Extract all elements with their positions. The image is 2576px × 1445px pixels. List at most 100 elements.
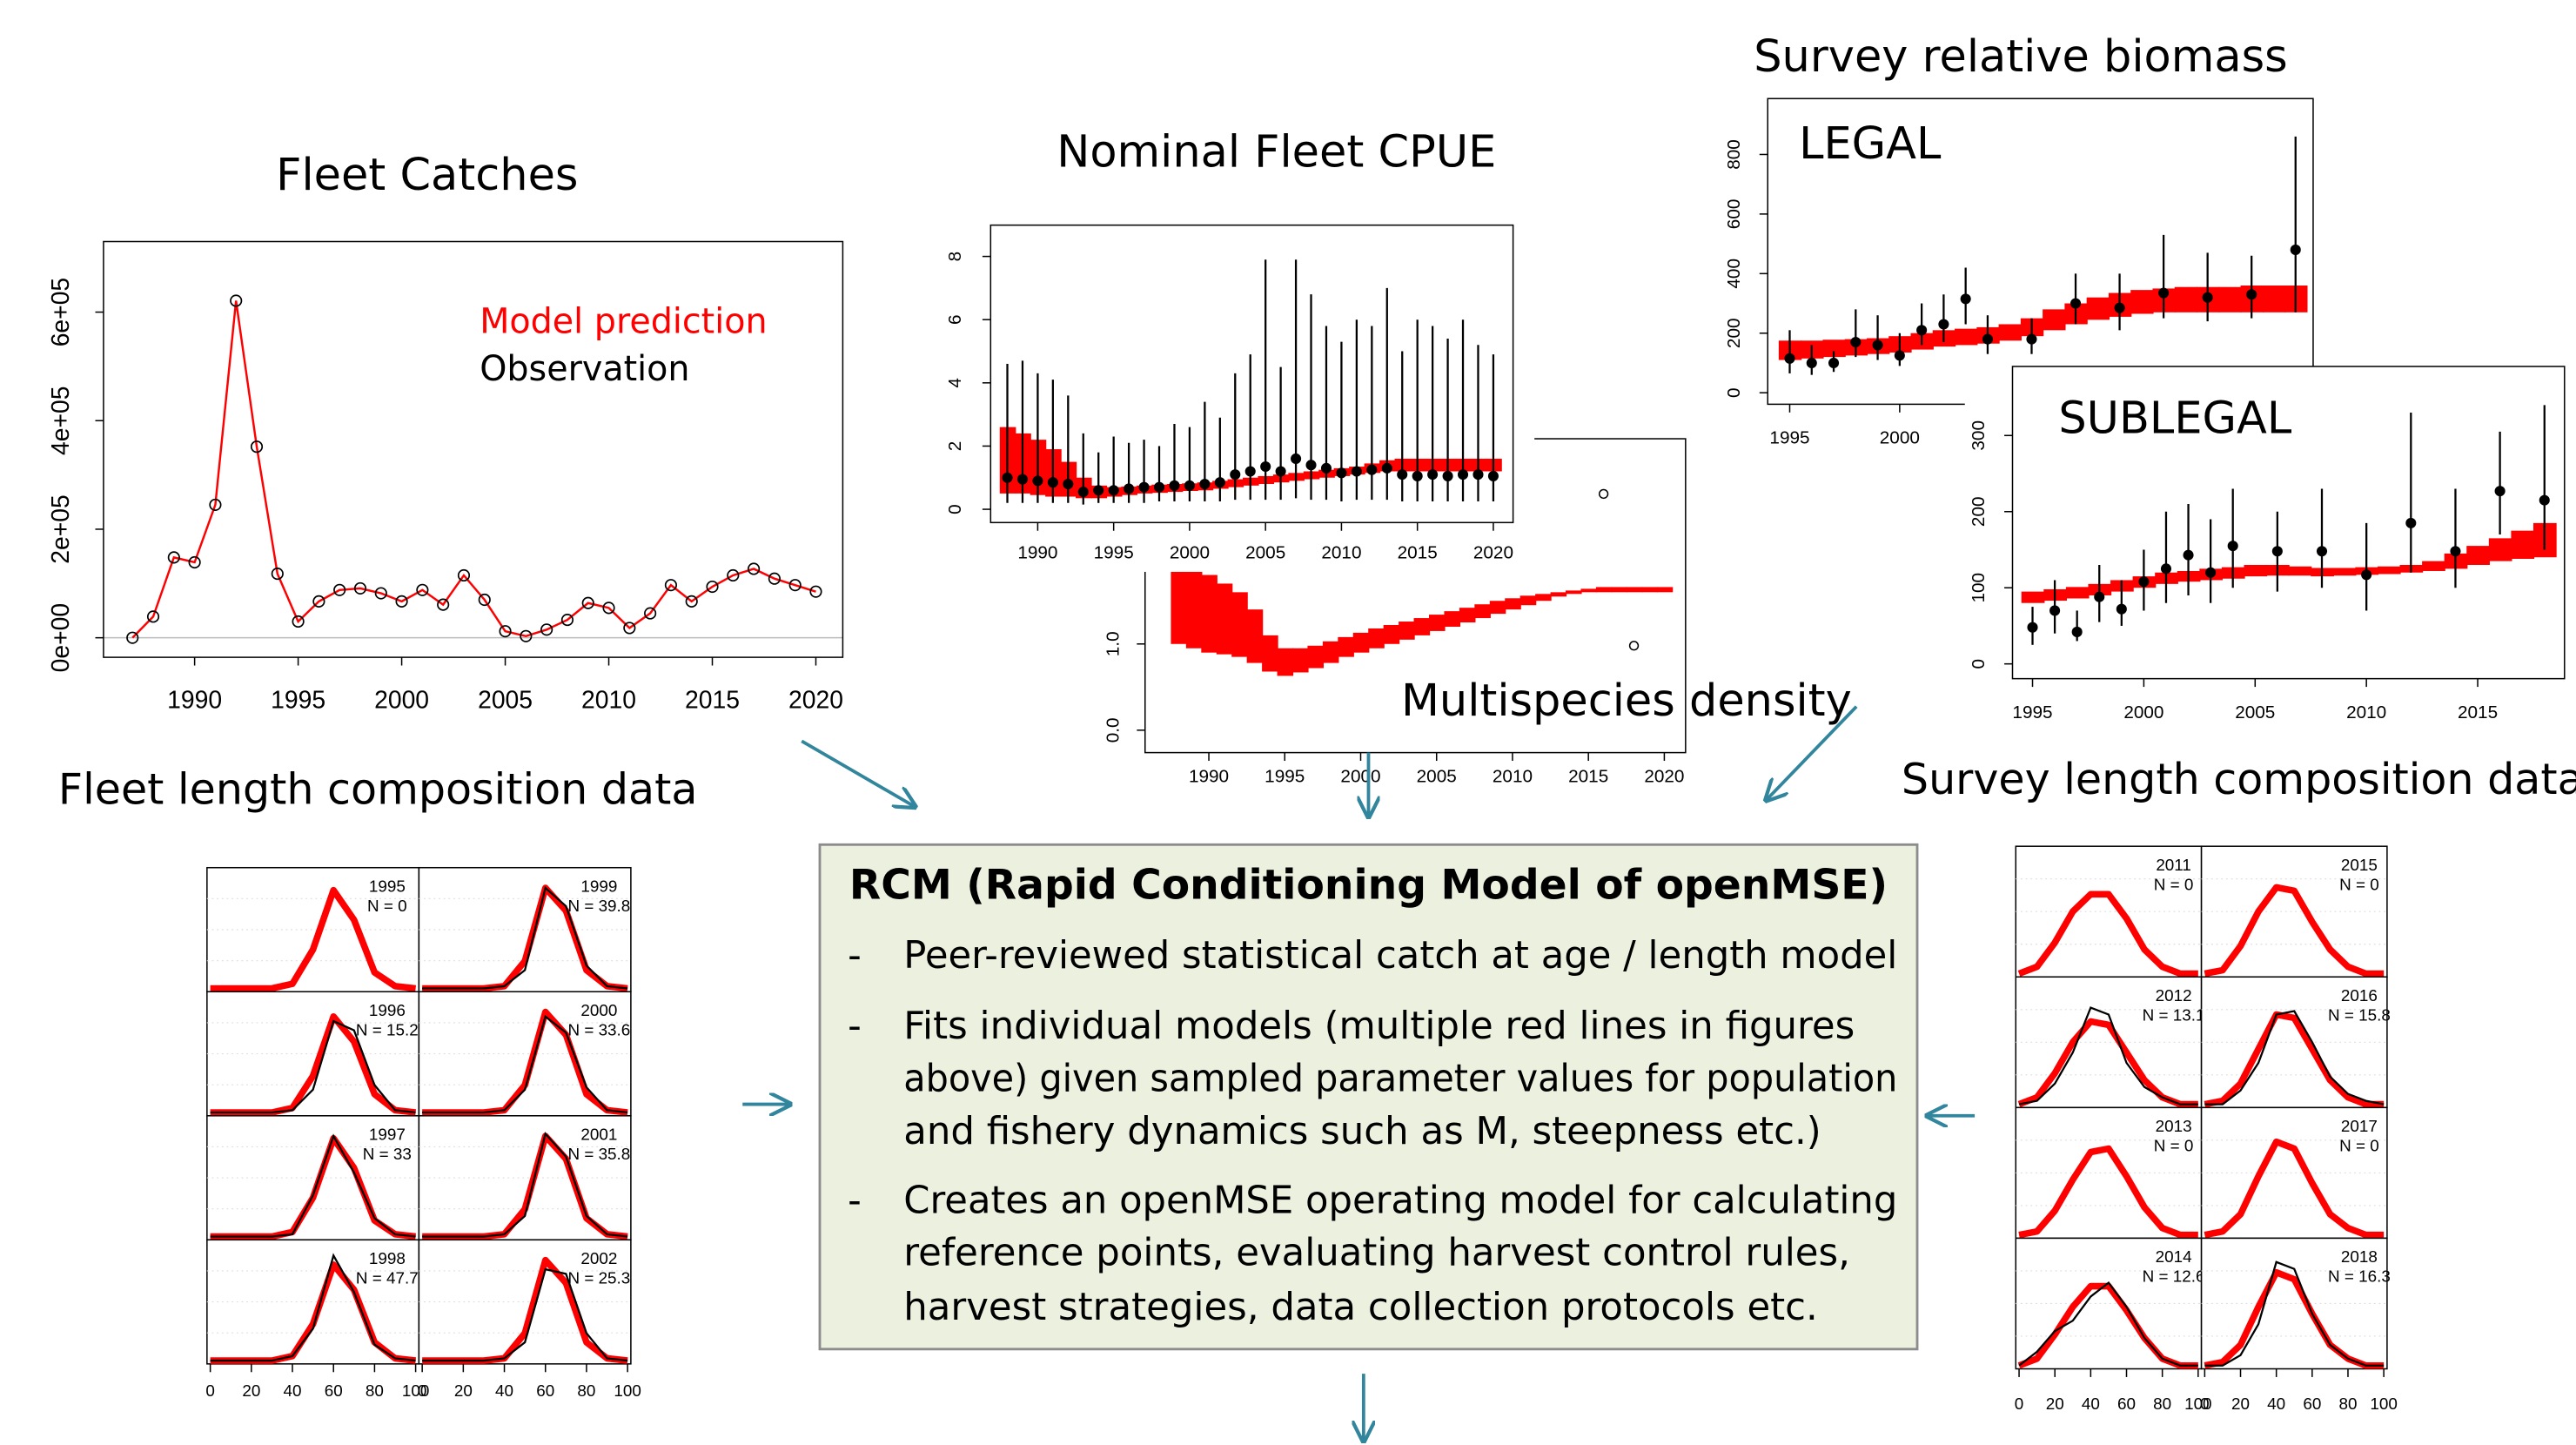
observation-point <box>374 587 387 600</box>
model-range <box>1550 592 1567 597</box>
observation-point <box>478 593 491 607</box>
x-tick-label: 20 <box>2231 1395 2250 1413</box>
y-tick-label: 6 <box>945 314 965 325</box>
y-tick-label: 6e+05 <box>46 278 74 346</box>
y-tick-label: 400 <box>1724 259 1744 289</box>
panel-n: N = 15.8 <box>2328 1006 2391 1025</box>
observation-point <box>1366 464 1378 475</box>
observation-point <box>1124 483 1135 494</box>
observation-point <box>1230 469 1241 481</box>
x-tick-label: 2010 <box>1493 766 1533 786</box>
observation-point <box>1397 469 1408 481</box>
x-tick-label: 100 <box>2370 1395 2397 1413</box>
observation-point <box>1244 466 1256 477</box>
bullet-text: Fits individual models (multiple red lin… <box>903 1005 1855 1048</box>
panel-n: N = 15.2 <box>356 1021 419 1039</box>
y-tick-label: 0 <box>1969 659 1989 669</box>
bullet-text: reference points, evaluating harvest con… <box>903 1232 1850 1275</box>
x-tick-label: 1995 <box>1094 543 1134 563</box>
observation-point <box>1016 474 1029 485</box>
x-tick-label: 2005 <box>2235 702 2275 722</box>
y-tick-label: 2 <box>945 441 965 452</box>
observation-point <box>1457 469 1469 481</box>
model-range <box>1474 604 1491 619</box>
panel-year: 1998 <box>369 1249 406 1267</box>
observed-curve <box>2204 1010 2385 1106</box>
observed-curve <box>210 1019 416 1114</box>
x-tick-label: 2010 <box>2346 702 2386 722</box>
panel-year: 1996 <box>369 1001 406 1019</box>
x-tick-label: 2015 <box>2458 702 2498 722</box>
model-range <box>2288 566 2312 576</box>
panel-label: SUBLEGAL <box>2058 393 2292 444</box>
panel-label: LEGAL <box>1799 118 1942 170</box>
model-range <box>1626 587 1643 593</box>
y-tick-label: 0 <box>1724 387 1744 398</box>
panel-n: N = 47.7 <box>356 1269 419 1287</box>
plot-frame <box>103 240 844 658</box>
x-tick-label: 80 <box>366 1381 384 1400</box>
model-range <box>1535 594 1552 602</box>
model-range <box>1277 648 1294 676</box>
model-line <box>131 300 816 639</box>
observation-point <box>2202 292 2213 303</box>
x-tick-label: 2005 <box>1245 543 1285 563</box>
panel-n: N = 12.6 <box>2143 1267 2205 1286</box>
observation-point <box>1427 469 1439 481</box>
observation-point <box>1032 475 1043 487</box>
model-range <box>2218 286 2242 313</box>
model-range <box>2174 286 2198 313</box>
x-tick-label: 1990 <box>1189 766 1229 786</box>
model-range <box>1201 575 1218 653</box>
observation-point <box>2183 549 2194 561</box>
observation-point <box>1336 467 1347 479</box>
x-tick-label: 2010 <box>581 686 636 714</box>
observation-point <box>2539 494 2550 506</box>
observation-point <box>333 583 346 596</box>
observation-point <box>2070 298 2082 309</box>
observation-point <box>1291 453 1302 465</box>
y-tick-label: 300 <box>1969 420 1989 451</box>
observation-point <box>1077 487 1089 498</box>
y-tick-label: 4 <box>945 378 965 388</box>
observation-point <box>2205 567 2217 578</box>
observation-point <box>1628 641 1640 651</box>
model-range <box>2130 290 2154 314</box>
x-tick-label: 2015 <box>1398 543 1438 563</box>
observation-point <box>2361 569 2372 581</box>
model-range <box>2488 538 2512 561</box>
y-tick-label: 100 <box>1969 573 1989 603</box>
model-curve <box>2017 891 2198 978</box>
observation-point <box>1214 477 1225 488</box>
observation-point <box>1093 485 1104 496</box>
model-range <box>2244 564 2268 577</box>
chart-title: Fleet length composition data <box>58 763 698 814</box>
bullet-text: Creates an openMSE operating model for c… <box>903 1179 1897 1222</box>
panel-year: 2011 <box>2156 856 2191 874</box>
model-curve <box>2204 1011 2385 1108</box>
chart-title: Survey length composition data <box>1902 754 2576 804</box>
x-tick-label: 40 <box>2082 1395 2100 1413</box>
panel-year: 2001 <box>580 1125 617 1143</box>
model-range <box>2422 561 2445 571</box>
observation-point <box>1850 336 1862 348</box>
panel-n: N = 0 <box>2339 1137 2379 1155</box>
observation-point <box>1184 480 1195 491</box>
observation-point <box>581 596 594 609</box>
model-range <box>2466 546 2490 565</box>
model-range <box>1171 566 1188 644</box>
x-tick-label: 1990 <box>1017 543 1057 563</box>
x-tick-label: 2000 <box>2123 702 2163 722</box>
model-range <box>1505 598 1521 610</box>
model-range <box>1262 635 1278 672</box>
panel-n: N = 13.1 <box>2143 1006 2205 1025</box>
panel-year: 1999 <box>580 877 617 895</box>
x-tick-label: 20 <box>454 1381 473 1400</box>
x-tick-label: 40 <box>2267 1395 2285 1413</box>
model-range <box>1352 632 1370 653</box>
observation-point <box>2246 289 2257 300</box>
panel-year: 2017 <box>2341 1117 2378 1135</box>
x-tick-label: 2005 <box>478 686 533 714</box>
observation-point <box>2094 591 2105 602</box>
